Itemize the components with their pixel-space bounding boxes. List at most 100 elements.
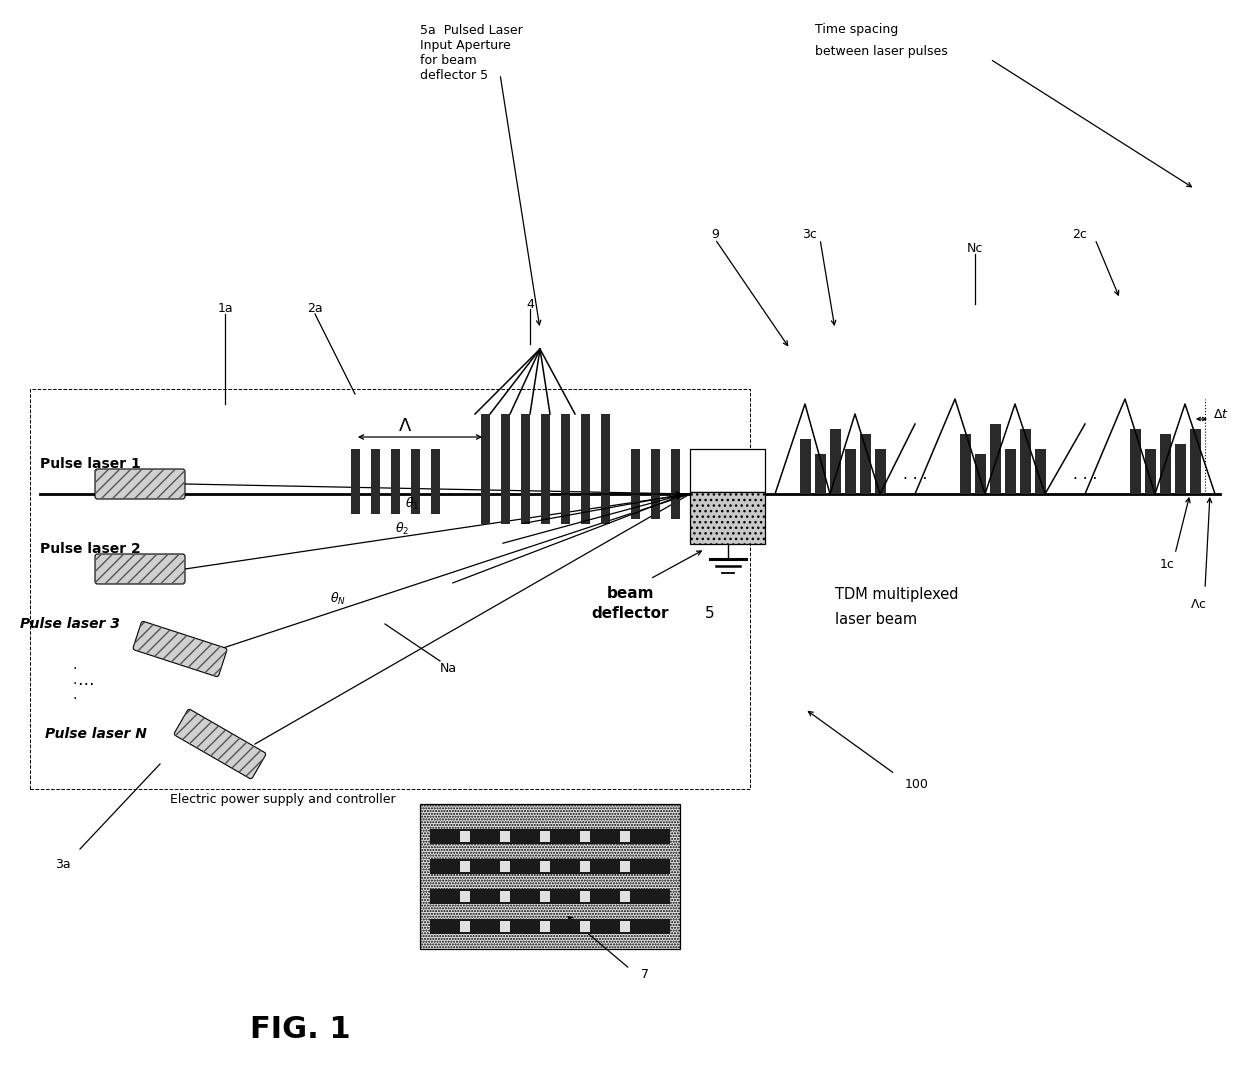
Text: · · ·: · · ·	[903, 471, 928, 486]
Text: 3c: 3c	[802, 228, 817, 241]
Bar	[410, 449, 419, 514]
Bar	[1189, 429, 1200, 494]
Text: ⋯: ⋯	[77, 675, 93, 693]
Text: Pulse laser 2: Pulse laser 2	[40, 542, 141, 556]
Bar	[620, 831, 630, 842]
FancyBboxPatch shape	[175, 710, 265, 778]
Bar	[391, 449, 399, 514]
Bar	[430, 889, 670, 904]
Bar	[539, 831, 551, 842]
Bar	[500, 921, 510, 932]
Text: 9: 9	[711, 228, 719, 241]
Bar	[430, 859, 670, 874]
Text: Pulse laser 3: Pulse laser 3	[20, 617, 120, 631]
Bar	[521, 414, 529, 524]
Text: 7: 7	[641, 967, 649, 980]
FancyBboxPatch shape	[95, 554, 185, 584]
Text: Electric power supply and controller: Electric power supply and controller	[170, 792, 396, 806]
Bar	[351, 449, 360, 514]
Bar	[975, 454, 986, 494]
Bar	[1019, 429, 1030, 494]
Bar	[460, 890, 470, 902]
Bar	[500, 831, 510, 842]
Bar	[500, 861, 510, 872]
Bar	[430, 919, 670, 934]
Bar	[580, 831, 590, 842]
Bar	[1130, 429, 1141, 494]
Bar	[371, 449, 379, 514]
Bar	[620, 921, 630, 932]
Text: deflector: deflector	[591, 606, 668, 621]
Bar	[689, 492, 765, 544]
Text: ⋅: ⋅	[73, 692, 77, 706]
Text: 2a: 2a	[308, 303, 322, 315]
Bar	[539, 890, 551, 902]
Bar	[460, 831, 470, 842]
Bar	[990, 424, 1001, 494]
Bar	[844, 449, 856, 494]
Bar	[580, 861, 590, 872]
Text: · · ·: · · ·	[1073, 471, 1097, 486]
Text: 1c: 1c	[1159, 558, 1174, 571]
FancyBboxPatch shape	[133, 621, 227, 677]
Bar	[30, 389, 750, 789]
Text: $\theta_1$: $\theta_1$	[405, 496, 419, 512]
Bar	[481, 414, 490, 524]
Bar	[580, 414, 589, 524]
Bar	[800, 439, 811, 494]
Text: 5: 5	[706, 606, 714, 621]
Bar	[500, 890, 510, 902]
Text: Na: Na	[440, 663, 458, 676]
Text: 5a  Pulsed Laser
Input Aperture
for beam
deflector 5: 5a Pulsed Laser Input Aperture for beam …	[420, 24, 523, 82]
Bar	[430, 828, 670, 845]
Bar	[1174, 444, 1185, 494]
Text: Pulse laser 1: Pulse laser 1	[40, 458, 141, 471]
Text: 3a: 3a	[55, 857, 71, 870]
Bar	[671, 449, 680, 520]
Bar	[874, 449, 885, 494]
Bar	[580, 890, 590, 902]
Bar	[600, 414, 610, 524]
Bar	[620, 890, 630, 902]
Bar	[560, 414, 569, 524]
Text: beam: beam	[606, 587, 653, 602]
Bar	[501, 414, 510, 524]
Text: 2c: 2c	[1073, 228, 1087, 241]
Text: 4: 4	[526, 297, 534, 310]
Text: 1a: 1a	[217, 303, 233, 315]
Bar	[651, 449, 660, 520]
Bar	[960, 434, 971, 494]
Bar	[460, 921, 470, 932]
Bar	[430, 449, 439, 514]
Text: $\theta_N$: $\theta_N$	[330, 591, 346, 607]
Bar	[1159, 434, 1171, 494]
Bar	[420, 804, 680, 949]
Text: ⋅: ⋅	[73, 662, 77, 676]
Bar	[539, 861, 551, 872]
Text: $\Lambda$c: $\Lambda$c	[1190, 598, 1207, 610]
Bar	[630, 449, 640, 520]
Bar	[420, 804, 680, 949]
Text: $\theta_2$: $\theta_2$	[396, 521, 409, 537]
Bar	[460, 861, 470, 872]
Text: Time spacing: Time spacing	[815, 22, 898, 35]
Text: Nc: Nc	[967, 243, 983, 255]
Text: 100: 100	[905, 777, 929, 790]
Text: Pulse laser N: Pulse laser N	[45, 727, 146, 741]
Text: laser beam: laser beam	[835, 611, 918, 626]
Bar	[815, 454, 826, 494]
Bar	[1145, 449, 1156, 494]
FancyBboxPatch shape	[95, 469, 185, 499]
Bar	[539, 921, 551, 932]
Text: TDM multiplexed: TDM multiplexed	[835, 587, 959, 602]
Bar	[689, 449, 765, 492]
Text: $\Delta t$: $\Delta t$	[1213, 407, 1229, 420]
Text: $\Lambda$: $\Lambda$	[398, 417, 412, 435]
Bar	[541, 414, 549, 524]
Text: between laser pulses: between laser pulses	[815, 45, 947, 58]
Text: ⋅: ⋅	[73, 677, 77, 691]
Bar	[689, 492, 765, 544]
Bar	[620, 861, 630, 872]
Bar	[859, 434, 870, 494]
Bar	[580, 921, 590, 932]
